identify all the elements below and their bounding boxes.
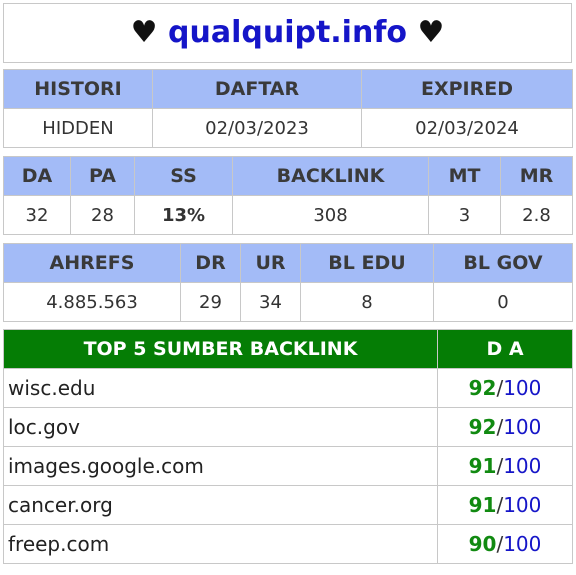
pa-value: 28: [70, 195, 135, 235]
da-value: 32: [3, 195, 71, 235]
header-ur: UR: [240, 243, 301, 283]
da-header: D A: [437, 329, 573, 369]
backlink-da: 91/100: [437, 446, 573, 486]
header-ahrefs: AHREFS: [3, 243, 181, 283]
table-row: images.google.com 91/100: [3, 446, 573, 486]
backlink-value: 308: [232, 195, 429, 235]
backlink-da: 92/100: [437, 407, 573, 447]
heart-icon: ♥: [417, 15, 445, 50]
header-bl-edu: BL EDU: [300, 243, 434, 283]
heart-icon: ♥: [130, 15, 158, 50]
dr-value: 29: [180, 282, 241, 322]
bl-edu-value: 8: [300, 282, 434, 322]
mt-value: 3: [428, 195, 501, 235]
metrics-table: DA PA SS BACKLINK MT MR 32 28 13% 308 3 …: [3, 156, 573, 235]
history-table: HISTORI DAFTAR EXPIRED HIDDEN 02/03/2023…: [3, 69, 573, 148]
backlink-site[interactable]: cancer.org: [3, 485, 438, 525]
backlink-site[interactable]: freep.com: [3, 524, 438, 564]
header-ss: SS: [134, 156, 233, 196]
expired-value: 02/03/2024: [361, 108, 573, 148]
page-title: ♥ qualquipt.info ♥: [3, 3, 572, 63]
backlink-da: 90/100: [437, 524, 573, 564]
domain-name[interactable]: qualquipt.info: [168, 15, 407, 50]
header-backlink: BACKLINK: [232, 156, 429, 196]
header-expired: EXPIRED: [361, 69, 573, 109]
header-pa: PA: [70, 156, 135, 196]
backlink-site[interactable]: loc.gov: [3, 407, 438, 447]
table-row: cancer.org 91/100: [3, 485, 573, 525]
backlink-da: 91/100: [437, 485, 573, 525]
ur-value: 34: [240, 282, 301, 322]
mr-value: 2.8: [500, 195, 573, 235]
header-mr: MR: [500, 156, 573, 196]
header-daftar: DAFTAR: [152, 69, 362, 109]
histori-value: HIDDEN: [3, 108, 153, 148]
header-bl-gov: BL GOV: [433, 243, 573, 283]
ss-value: 13%: [134, 195, 233, 235]
header-da: DA: [3, 156, 71, 196]
bl-gov-value: 0: [433, 282, 573, 322]
ahrefs-value: 4.885.563: [3, 282, 181, 322]
ahrefs-table: AHREFS DR UR BL EDU BL GOV 4.885.563 29 …: [3, 243, 573, 322]
header-dr: DR: [180, 243, 241, 283]
backlinks-title: TOP 5 SUMBER BACKLINK: [3, 329, 438, 369]
backlink-site[interactable]: wisc.edu: [3, 368, 438, 408]
top-backlinks-table: TOP 5 SUMBER BACKLINK D A wisc.edu 92/10…: [3, 329, 573, 564]
backlink-site[interactable]: images.google.com: [3, 446, 438, 486]
daftar-value: 02/03/2023: [152, 108, 362, 148]
header-histori: HISTORI: [3, 69, 153, 109]
table-row: freep.com 90/100: [3, 524, 573, 564]
backlink-da: 92/100: [437, 368, 573, 408]
header-mt: MT: [428, 156, 501, 196]
table-row: wisc.edu 92/100: [3, 368, 573, 408]
table-row: loc.gov 92/100: [3, 407, 573, 447]
